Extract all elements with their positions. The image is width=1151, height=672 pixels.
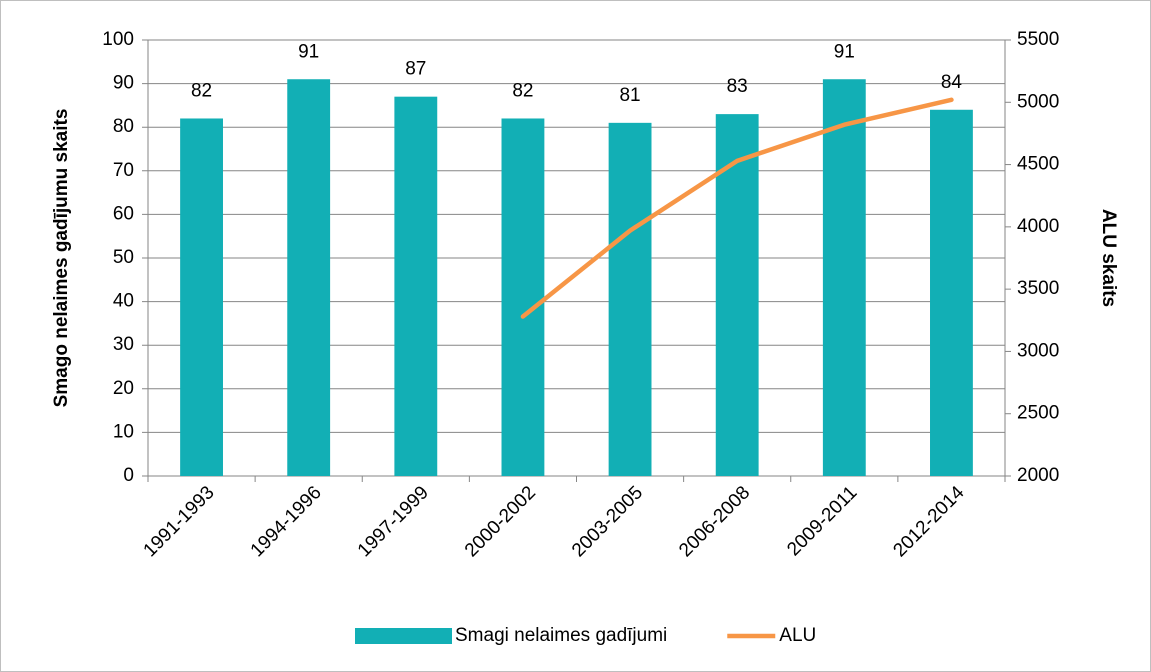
- data-label: 84: [941, 72, 963, 93]
- data-label: 82: [512, 80, 533, 101]
- data-label: 91: [834, 41, 855, 62]
- y-tick-label: 20: [113, 378, 134, 399]
- bar: [822, 79, 866, 477]
- data-label: 81: [619, 85, 640, 106]
- y2-tick-label: 2000: [1017, 465, 1059, 486]
- y-tick-label: 90: [113, 73, 134, 94]
- y-tick-label: 30: [113, 334, 134, 355]
- y2-tick-label: 2500: [1017, 403, 1059, 424]
- legend-label: Smagi nelaimes gadījumi: [455, 625, 667, 646]
- data-label: 82: [191, 80, 212, 101]
- y-tick-label: 60: [113, 203, 134, 224]
- bar: [287, 79, 331, 477]
- bar: [608, 122, 652, 476]
- y2-tick-label: 3500: [1017, 278, 1059, 299]
- y-axis-title: Smago nelaimes gadījumu skaits: [51, 109, 72, 408]
- bar: [394, 96, 438, 477]
- y2-tick-label: 5500: [1017, 29, 1059, 50]
- y2-tick-label: 5000: [1017, 91, 1059, 112]
- y2-tick-label: 4000: [1017, 216, 1059, 237]
- data-label: 91: [298, 41, 319, 62]
- y-tick-label: 10: [113, 421, 134, 442]
- y2-tick-label: 4500: [1017, 154, 1059, 175]
- y-tick-label: 70: [113, 160, 134, 181]
- legend-label: ALU: [779, 625, 816, 646]
- line: [520, 97, 954, 319]
- y-tick-label: 80: [113, 116, 134, 137]
- data-label: 83: [727, 76, 748, 97]
- bar: [930, 109, 973, 476]
- y2-tick-label: 3000: [1017, 340, 1059, 361]
- data-label: 87: [405, 59, 426, 80]
- y-tick-label: 50: [113, 247, 134, 268]
- y2-axis-title: ALU skaits: [1098, 209, 1119, 307]
- y-tick-label: 100: [102, 29, 134, 50]
- bar: [501, 118, 545, 476]
- y-tick-label: 40: [113, 291, 134, 312]
- y-tick-label: 0: [123, 465, 134, 486]
- bar: [715, 114, 759, 477]
- bar: [180, 118, 223, 476]
- legend-swatch: [355, 628, 452, 644]
